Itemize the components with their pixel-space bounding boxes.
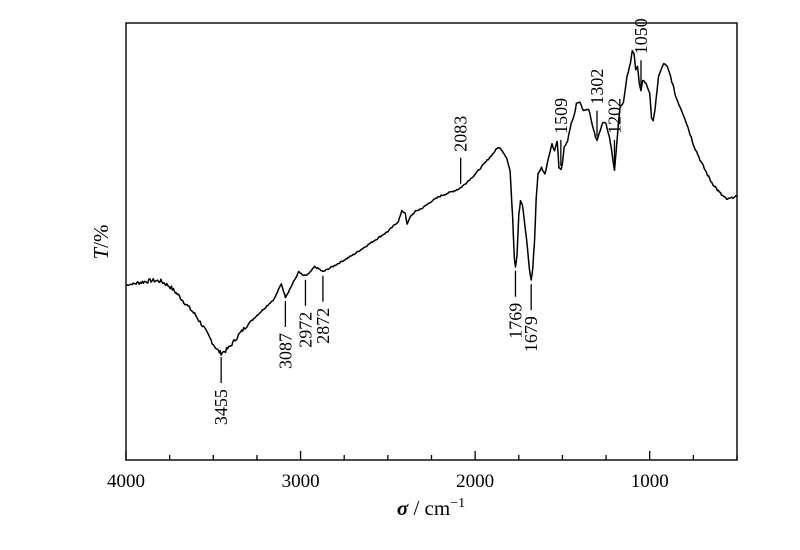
peak-annotation: 1679 [521,284,541,352]
peak-label: 3087 [275,333,295,369]
peak-annotation: 1302 [587,69,607,137]
x-axis-title: σ / cm−1 [397,496,465,520]
peak-label: 1202 [604,98,624,134]
x-tick-label: 2000 [456,471,494,492]
peak-annotation: 2083 [451,116,471,184]
x-tick-label: 4000 [107,471,145,492]
y-axis-title: T/% [89,224,113,259]
peak-annotation: 1769 [505,270,525,339]
peak-label: 1509 [551,98,571,134]
y-axis-title-unit: /% [89,224,113,247]
peak-label: 2872 [313,308,333,344]
peak-annotation: 1050 [631,18,651,87]
peak-label: 1302 [587,69,607,105]
x-axis-title-symbol: σ [397,496,409,520]
peak-annotation: 3087 [275,300,295,369]
spectrum-line [125,49,738,356]
peak-label: 1769 [505,303,525,339]
peak-annotation: 2872 [313,275,333,344]
peak-annotation: 2972 [295,279,315,348]
peak-label: 3455 [211,389,231,425]
x-tick-label: 3000 [282,471,320,492]
peak-annotation: 3455 [211,357,231,425]
peak-annotation: 1509 [551,98,571,166]
x-axis-tick-labels: 4000 3000 2000 1000 [107,471,669,492]
peak-annotation: 1202 [604,98,624,166]
peak-label: 1050 [631,18,651,54]
x-tick-label: 1000 [631,471,669,492]
y-axis-title-symbol: T [89,247,113,260]
peak-label: 2972 [295,312,315,348]
x-axis-ticks [125,451,738,460]
x-axis-title-superscript: −1 [450,496,465,511]
peak-label: 2083 [451,116,471,152]
x-axis-title-unit: / cm [408,496,450,520]
peak-label: 1679 [521,316,541,352]
